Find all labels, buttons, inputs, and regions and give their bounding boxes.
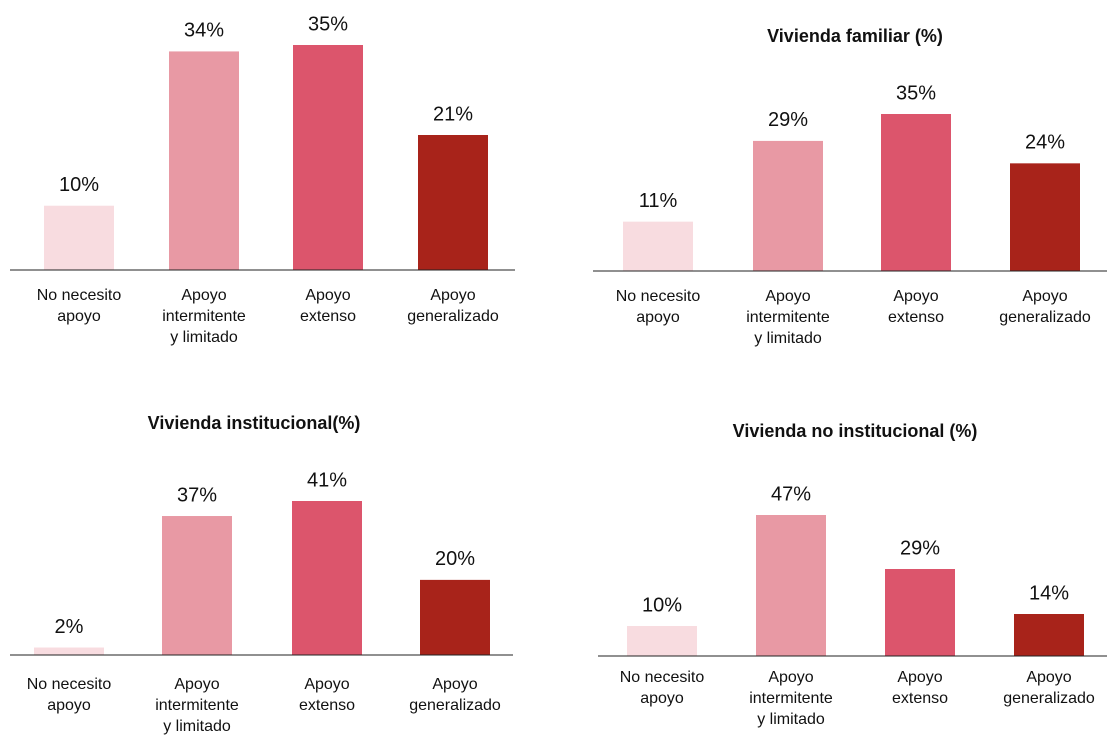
category-label: extenso: [299, 697, 355, 714]
category-label: Apoyo: [768, 669, 813, 686]
category-label: y limitado: [163, 718, 231, 735]
category-label: y limitado: [757, 711, 825, 728]
chart-title: Vivienda familiar (%): [767, 26, 943, 46]
category-label: y limitado: [170, 329, 238, 346]
value-label: 11%: [639, 190, 678, 212]
category-label: apoyo: [640, 690, 684, 707]
category-label: Apoyo: [897, 669, 942, 686]
category-label: apoyo: [47, 697, 91, 714]
value-label: 2%: [55, 616, 84, 638]
value-label: 29%: [900, 537, 940, 559]
value-label: 14%: [1029, 582, 1069, 604]
category-label: Apoyo: [432, 676, 477, 693]
bar: [293, 45, 363, 270]
category-label: Apoyo: [430, 287, 475, 304]
value-label: 10%: [59, 174, 99, 196]
category-label: Apoyo: [181, 287, 226, 304]
bar: [169, 51, 239, 270]
value-label: 29%: [768, 109, 808, 131]
value-label: 21%: [433, 103, 473, 125]
category-label: No necesito: [620, 669, 705, 686]
value-label: 41%: [307, 469, 347, 491]
bar: [881, 114, 951, 271]
category-label: No necesito: [27, 676, 112, 693]
category-label: Apoyo: [304, 676, 349, 693]
category-label: Apoyo: [893, 288, 938, 305]
category-label: apoyo: [636, 309, 680, 326]
value-label: 47%: [771, 483, 811, 505]
bar: [1010, 163, 1080, 271]
bar: [292, 501, 362, 655]
bar: [162, 516, 232, 655]
bar: [623, 221, 693, 271]
bar: [753, 140, 823, 271]
category-label: apoyo: [57, 308, 101, 325]
category-label: No necesito: [37, 287, 122, 304]
bar: [418, 135, 488, 270]
value-label: 35%: [308, 13, 348, 35]
bar: [420, 579, 490, 655]
value-label: 24%: [1025, 132, 1065, 154]
bar: [627, 626, 697, 656]
category-label: Apoyo: [765, 288, 810, 305]
chart-title: Vivienda institucional(%): [148, 413, 361, 433]
category-label: Apoyo: [174, 676, 219, 693]
bar: [1014, 614, 1084, 656]
bar: [885, 569, 955, 656]
category-label: intermitente: [746, 309, 830, 326]
category-label: Apoyo: [1026, 669, 1071, 686]
category-label: intermitente: [162, 308, 246, 325]
category-label: generalizado: [409, 697, 501, 714]
category-label: extenso: [892, 690, 948, 707]
bar: [44, 205, 114, 270]
category-label: y limitado: [754, 330, 822, 347]
category-label: intermitente: [749, 690, 833, 707]
category-label: extenso: [888, 309, 944, 326]
category-label: extenso: [300, 308, 356, 325]
value-label: 10%: [642, 594, 682, 616]
category-label: intermitente: [155, 697, 239, 714]
category-label: Apoyo: [305, 287, 350, 304]
value-label: 20%: [435, 548, 475, 570]
category-label: Apoyo: [1022, 288, 1067, 305]
category-label: generalizado: [999, 309, 1091, 326]
bar: [34, 647, 104, 655]
category-label: No necesito: [616, 288, 701, 305]
category-label: generalizado: [1003, 690, 1095, 707]
category-label: generalizado: [407, 308, 499, 325]
value-label: 35%: [896, 82, 936, 104]
bar: [756, 515, 826, 656]
value-label: 37%: [177, 484, 217, 506]
chart-title: Vivienda no institucional (%): [733, 421, 978, 441]
value-label: 34%: [184, 20, 224, 42]
